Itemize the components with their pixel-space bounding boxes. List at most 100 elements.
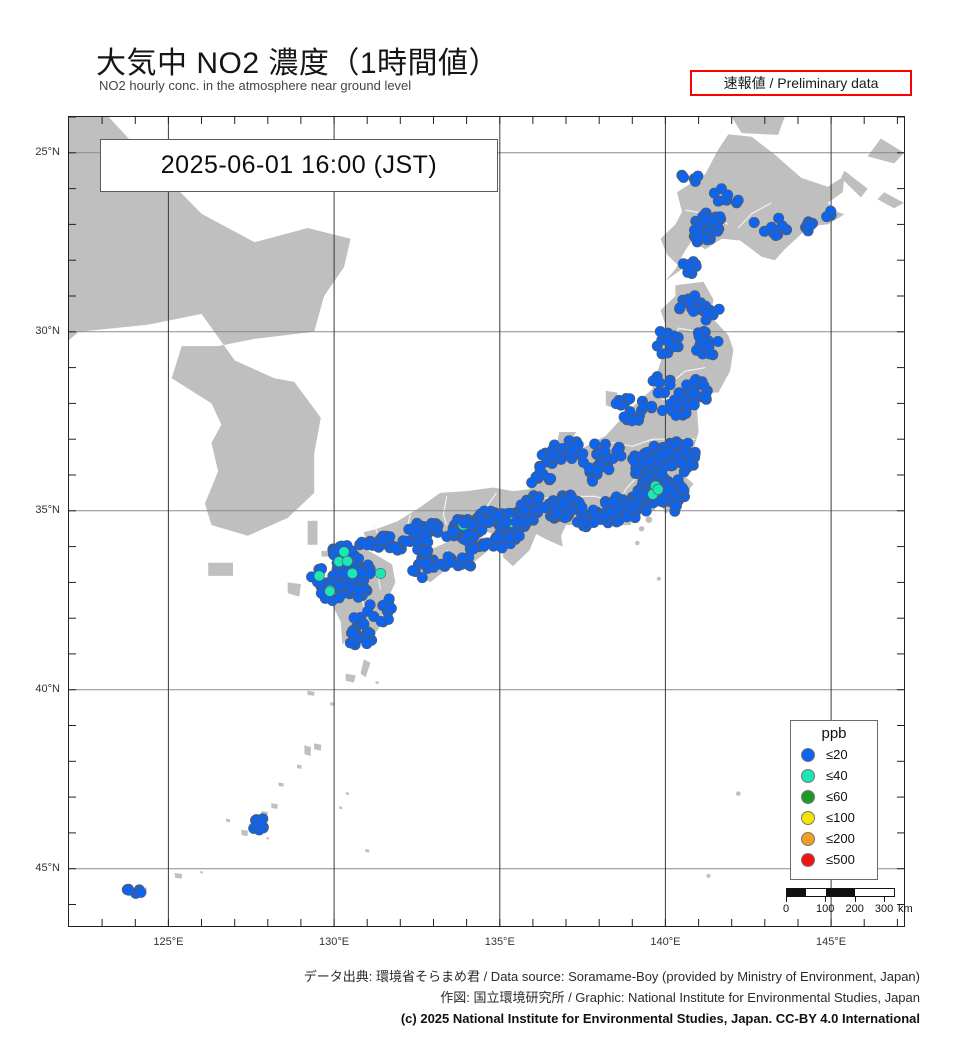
station-point [698, 380, 710, 392]
legend-color-dot-icon [801, 747, 815, 762]
legend-title: ppb [821, 725, 847, 742]
station-point-labeled [628, 455, 640, 467]
x-axis-tick-label: 130°E [319, 936, 350, 948]
scale-bar-graphic [786, 888, 895, 897]
preliminary-data-badge: 速報値 / Preliminary data [690, 70, 912, 96]
station-point-labeled [462, 528, 474, 540]
legend-item[interactable]: ≤20 [791, 744, 877, 765]
station-point-labeled [510, 516, 522, 528]
station-point [407, 565, 419, 577]
station-point-labeled [347, 626, 359, 638]
legend-color-dot-icon [801, 768, 815, 783]
small-island-0 [645, 516, 653, 523]
station-point [776, 220, 788, 232]
sakhalin-south [731, 117, 785, 135]
nansei-island-6 [271, 803, 278, 809]
goto-islands [287, 582, 301, 597]
station-point-labeled [652, 483, 664, 495]
station-point-labeled [420, 546, 432, 558]
scale-bar-tick-label: 300 [874, 903, 894, 915]
legend-color-dot-icon [801, 852, 815, 867]
legend-item-label: ≤200 [826, 831, 855, 846]
station-point-labeled [338, 546, 350, 558]
station-point [476, 524, 488, 536]
station-point [700, 390, 712, 402]
station-point [640, 505, 652, 517]
nansei-island-1 [330, 702, 335, 706]
legend-item[interactable]: ≤40 [791, 765, 877, 786]
etorofu-island [867, 138, 904, 164]
x-axis-tick-label: 145°E [816, 936, 847, 948]
station-point [526, 477, 538, 489]
station-point-labeled [765, 221, 777, 233]
small-island-3 [656, 576, 661, 581]
station-point-labeled [547, 448, 559, 460]
legend-item[interactable]: ≤100 [791, 807, 877, 828]
small-island-2 [635, 540, 640, 546]
footer-copyright: (c) 2025 National Institute for Environm… [400, 1011, 920, 1026]
station-point [677, 171, 689, 183]
station-point [545, 473, 557, 485]
station-point [589, 438, 601, 450]
map-canvas [69, 117, 904, 926]
station-point-labeled [692, 170, 704, 182]
station-point [385, 602, 397, 614]
station-point-labeled [483, 516, 495, 528]
station-point [383, 593, 395, 605]
station-point [534, 462, 546, 474]
station-point-labeled [458, 517, 470, 529]
nansei-island-9 [241, 829, 248, 837]
y-axis-tick-label: 45°N [35, 861, 60, 874]
scale-bar-ticks [786, 897, 895, 902]
legend-item[interactable]: ≤200 [791, 828, 877, 849]
station-point-labeled [255, 815, 267, 827]
station-point [587, 475, 599, 487]
continent-asia [69, 117, 351, 536]
y-axis-tick-label: 40°N [35, 682, 60, 695]
legend-item[interactable]: ≤60 [791, 786, 877, 807]
station-point [674, 302, 686, 314]
legend-item[interactable]: ≤500 [791, 849, 877, 870]
station-point-labeled [519, 504, 531, 516]
kunashiri-island [841, 170, 868, 198]
shikotan-island [877, 192, 904, 209]
station-point-labeled [684, 261, 696, 273]
nansei-island-16 [365, 849, 370, 853]
station-point [748, 217, 760, 229]
page-subtitle: NO2 hourly conc. in the atmosphere near … [99, 78, 412, 93]
station-point [624, 393, 636, 405]
footer-data-source: データ出典: 環境省そらまめ君 / Data source: Soramame-… [303, 969, 920, 984]
prefecture-border-5 [442, 496, 448, 526]
scale-bar-tick-label: 0 [782, 903, 790, 915]
station-points-layer [121, 169, 837, 899]
y-axis-tick-label: 25°N [35, 145, 60, 158]
station-point-labeled [352, 584, 364, 596]
station-point-labeled [324, 585, 336, 597]
iki-island [321, 550, 329, 557]
station-point-labeled [675, 457, 687, 469]
station-point [702, 308, 714, 320]
station-point-labeled [722, 189, 734, 201]
scale-bar-tick-label: 100 [816, 903, 835, 915]
station-point [478, 540, 490, 552]
station-point-labeled [606, 505, 618, 517]
nansei-island-10 [226, 818, 230, 823]
nansei-island-11 [174, 873, 182, 879]
station-point [664, 379, 676, 391]
station-point [652, 387, 664, 399]
scale-bar: 300 200 100 0 km [782, 888, 913, 924]
station-point [361, 539, 373, 551]
x-axis-tick-label: 140°E [650, 936, 681, 948]
station-point-labeled [445, 556, 457, 568]
nansei-island-18 [266, 837, 270, 840]
page-title: 大気中 NO2 濃度（1時間値） [96, 47, 500, 80]
nansei-island-19 [200, 871, 203, 874]
station-point [503, 532, 515, 544]
small-island-1 [638, 526, 645, 532]
station-point [670, 500, 682, 512]
station-point [608, 495, 620, 507]
scale-bar-unit: km [898, 903, 913, 915]
map-plot-area[interactable] [68, 116, 905, 927]
station-point [362, 605, 374, 617]
